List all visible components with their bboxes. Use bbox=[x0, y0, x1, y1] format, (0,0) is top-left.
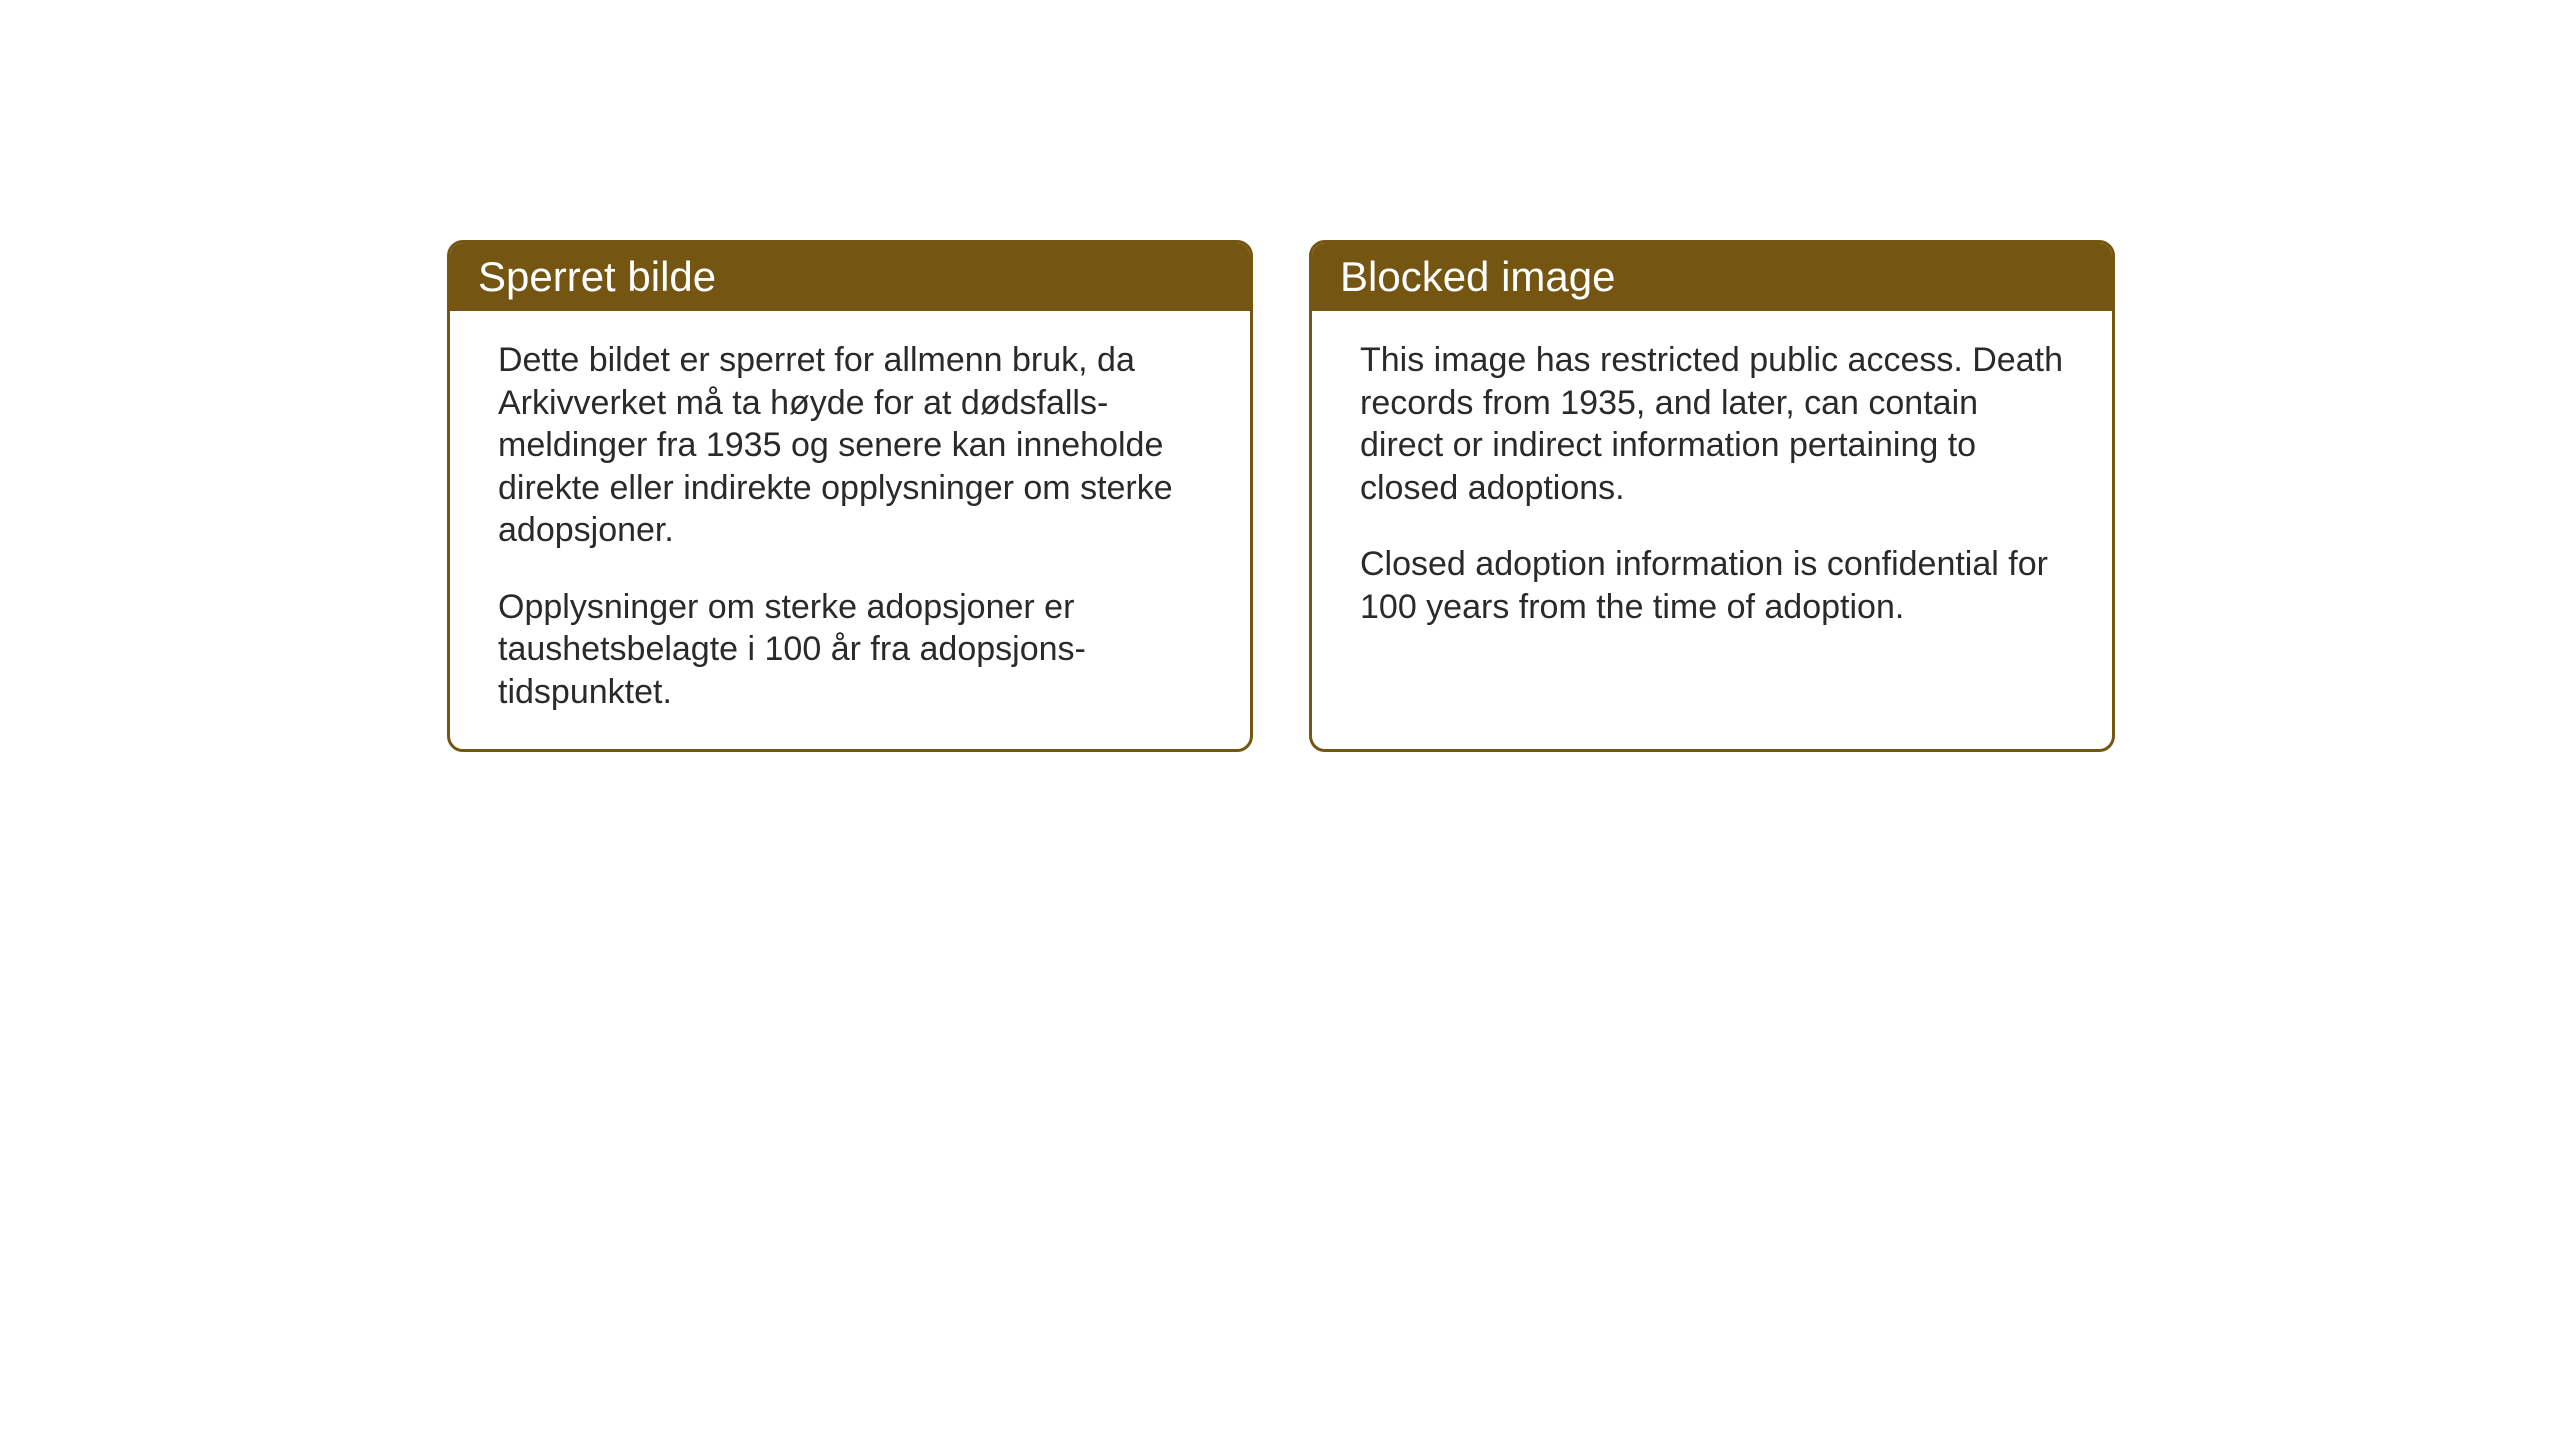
english-card-header: Blocked image bbox=[1312, 243, 2112, 311]
norwegian-card: Sperret bilde Dette bildet er sperret fo… bbox=[447, 240, 1253, 752]
english-paragraph-2: Closed adoption information is confident… bbox=[1360, 543, 2064, 628]
english-paragraph-1: This image has restricted public access.… bbox=[1360, 339, 2064, 509]
norwegian-card-header: Sperret bilde bbox=[450, 243, 1250, 311]
norwegian-paragraph-1: Dette bildet er sperret for allmenn bruk… bbox=[498, 339, 1202, 552]
norwegian-card-title: Sperret bilde bbox=[478, 253, 716, 300]
norwegian-card-body: Dette bildet er sperret for allmenn bruk… bbox=[450, 311, 1250, 749]
english-card: Blocked image This image has restricted … bbox=[1309, 240, 2115, 752]
english-card-title: Blocked image bbox=[1340, 253, 1615, 300]
norwegian-paragraph-2: Opplysninger om sterke adopsjoner er tau… bbox=[498, 586, 1202, 714]
english-card-body: This image has restricted public access.… bbox=[1312, 311, 2112, 741]
cards-container: Sperret bilde Dette bildet er sperret fo… bbox=[447, 240, 2115, 752]
